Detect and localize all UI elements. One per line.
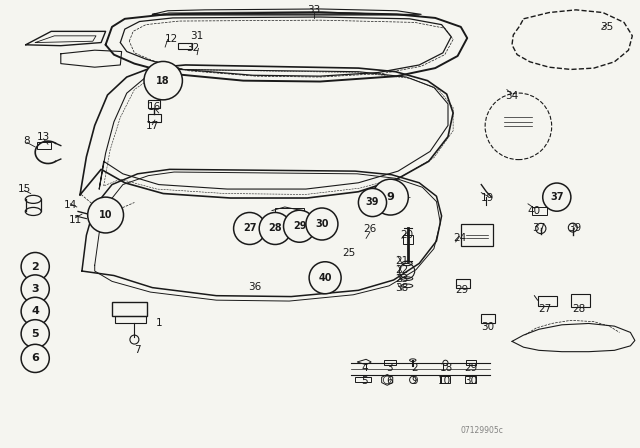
Text: 12: 12 bbox=[165, 34, 178, 44]
Circle shape bbox=[21, 345, 49, 372]
Circle shape bbox=[144, 61, 182, 100]
Text: 18: 18 bbox=[156, 76, 170, 86]
Circle shape bbox=[21, 275, 49, 303]
Circle shape bbox=[543, 183, 571, 211]
Circle shape bbox=[259, 212, 291, 245]
Text: 40: 40 bbox=[318, 273, 332, 283]
Circle shape bbox=[21, 320, 49, 348]
Text: 28: 28 bbox=[268, 224, 282, 233]
Text: 27: 27 bbox=[539, 304, 552, 314]
Text: 34: 34 bbox=[506, 91, 518, 101]
Text: 7: 7 bbox=[134, 345, 141, 355]
Text: 29: 29 bbox=[456, 285, 468, 295]
Text: 15: 15 bbox=[18, 184, 31, 194]
Text: 29: 29 bbox=[292, 221, 307, 231]
Text: 37: 37 bbox=[532, 224, 545, 233]
Text: 22: 22 bbox=[396, 265, 408, 275]
Circle shape bbox=[284, 210, 316, 242]
Text: 6: 6 bbox=[386, 376, 392, 386]
Text: 9: 9 bbox=[387, 192, 394, 202]
Text: 19: 19 bbox=[481, 193, 494, 203]
Text: 39: 39 bbox=[568, 224, 581, 233]
Text: 30: 30 bbox=[464, 376, 477, 386]
Text: 9: 9 bbox=[412, 376, 418, 386]
Text: 20: 20 bbox=[401, 230, 413, 240]
Text: 07129905c: 07129905c bbox=[461, 426, 504, 435]
Text: 17: 17 bbox=[146, 121, 159, 131]
Text: 23: 23 bbox=[396, 274, 408, 284]
Text: 6: 6 bbox=[31, 353, 39, 363]
Text: 18: 18 bbox=[440, 363, 453, 373]
Text: 24: 24 bbox=[453, 233, 466, 243]
Text: 29: 29 bbox=[464, 363, 477, 373]
Circle shape bbox=[358, 189, 387, 216]
Text: 4: 4 bbox=[362, 363, 368, 373]
Text: 38: 38 bbox=[396, 283, 408, 293]
Text: 1: 1 bbox=[156, 319, 162, 328]
Text: 2: 2 bbox=[31, 262, 39, 271]
Circle shape bbox=[306, 208, 338, 240]
Text: 39: 39 bbox=[365, 198, 380, 207]
Text: 14: 14 bbox=[64, 200, 77, 210]
Text: 5: 5 bbox=[31, 329, 39, 339]
Text: 2: 2 bbox=[412, 363, 418, 373]
Text: 16: 16 bbox=[148, 102, 161, 112]
Text: 32: 32 bbox=[187, 43, 200, 53]
Text: 3: 3 bbox=[386, 363, 392, 373]
Text: 33: 33 bbox=[307, 5, 320, 15]
Text: 28: 28 bbox=[573, 304, 586, 314]
Text: 4: 4 bbox=[31, 306, 39, 316]
Text: 8: 8 bbox=[24, 136, 30, 146]
Text: 11: 11 bbox=[69, 215, 82, 224]
Circle shape bbox=[234, 212, 266, 245]
Text: 3: 3 bbox=[31, 284, 39, 294]
Text: 10: 10 bbox=[99, 210, 113, 220]
Circle shape bbox=[372, 179, 408, 215]
Text: 30: 30 bbox=[481, 322, 494, 332]
Text: 30: 30 bbox=[315, 219, 329, 229]
Text: 27: 27 bbox=[243, 224, 257, 233]
Circle shape bbox=[309, 262, 341, 294]
Circle shape bbox=[88, 197, 124, 233]
Text: 5: 5 bbox=[362, 376, 368, 386]
Text: 40: 40 bbox=[528, 206, 541, 215]
Text: 35: 35 bbox=[600, 22, 613, 32]
Text: 31: 31 bbox=[191, 31, 204, 41]
Text: 13: 13 bbox=[37, 132, 50, 142]
Circle shape bbox=[21, 253, 49, 280]
Text: 21: 21 bbox=[396, 256, 408, 266]
Text: 10: 10 bbox=[438, 376, 451, 386]
Text: 26: 26 bbox=[364, 224, 376, 234]
Text: 37: 37 bbox=[550, 192, 564, 202]
Circle shape bbox=[21, 297, 49, 325]
Text: 36: 36 bbox=[248, 282, 261, 292]
Text: 25: 25 bbox=[342, 248, 355, 258]
